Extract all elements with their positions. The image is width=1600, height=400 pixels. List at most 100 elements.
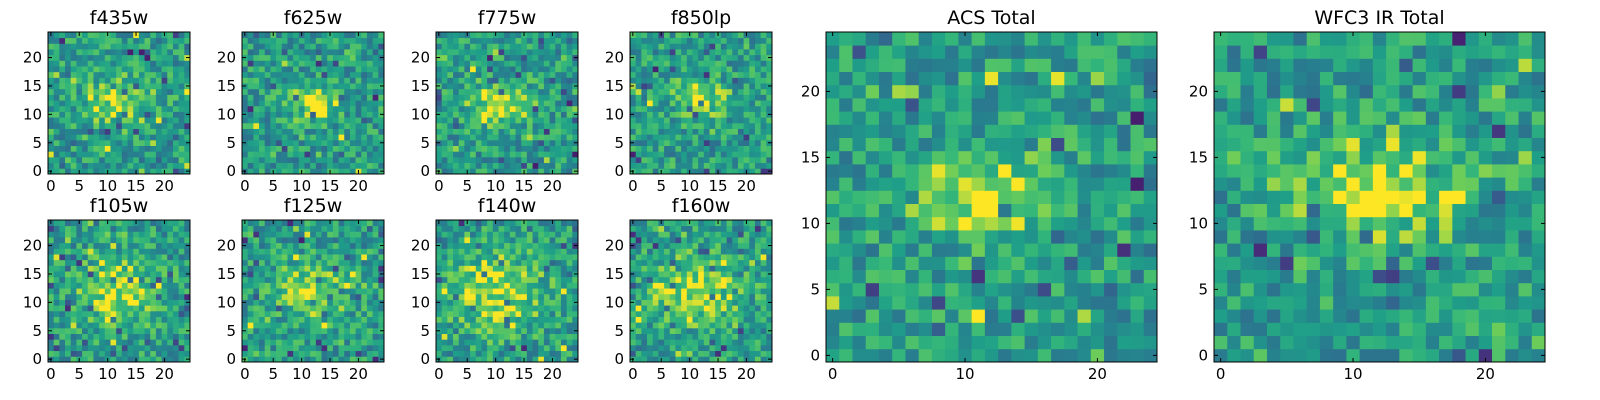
heatmap-cell: [737, 350, 744, 357]
heatmap-cell: [492, 299, 499, 306]
heatmap-cell: [492, 237, 499, 244]
heatmap-cell: [172, 231, 180, 238]
heatmap-cell: [630, 310, 637, 317]
heatmap-cell: [315, 356, 322, 363]
heatmap-cell: [116, 242, 123, 249]
heatmap-cell: [526, 60, 533, 67]
heatmap-cell: [172, 49, 180, 56]
heatmap-cell: [172, 66, 180, 73]
heatmap-cell: [766, 344, 773, 352]
heatmap-cell: [658, 134, 665, 141]
heatmap-cell: [509, 259, 516, 266]
x-tick-label: 10: [680, 177, 699, 195]
heatmap-cell: [686, 60, 693, 67]
heatmap-cell: [754, 145, 762, 152]
heatmap-cell: [264, 316, 271, 323]
heatmap-cell: [315, 225, 322, 232]
heatmap-cell: [349, 32, 356, 39]
heatmap-cell: [543, 322, 550, 329]
heatmap-cell: [378, 145, 385, 152]
heatmap-cell: [560, 271, 568, 278]
heatmap-cell: [247, 77, 254, 84]
heatmap-cell: [104, 111, 111, 118]
heatmap-cell: [304, 37, 311, 44]
heatmap-cell: [144, 77, 151, 84]
heatmap-cell: [366, 225, 374, 232]
heatmap-cell: [560, 344, 568, 352]
heatmap-cell: [315, 282, 322, 289]
heatmap-cell: [82, 271, 89, 278]
heatmap-cell: [327, 333, 334, 340]
heatmap-cell: [304, 60, 311, 67]
heatmap-cell: [681, 350, 688, 357]
heatmap-cell: [110, 316, 117, 323]
heatmap-cell: [498, 94, 505, 101]
heatmap-cell: [247, 254, 254, 261]
heatmap-cell: [366, 105, 374, 112]
heatmap-cell: [172, 43, 180, 50]
heatmap-cell: [641, 288, 648, 295]
heatmap-cell: [59, 60, 66, 67]
heatmap-cell: [65, 254, 72, 261]
heatmap-cell: [692, 134, 699, 141]
heatmap-cell: [76, 344, 83, 352]
heatmap-cell: [242, 288, 249, 295]
heatmap-cell: [344, 37, 351, 44]
heatmap-cell: [549, 237, 556, 244]
heatmap-cell: [293, 265, 300, 272]
heatmap-cell: [349, 111, 356, 118]
heatmap-cell: [144, 54, 151, 61]
heatmap-cell: [475, 134, 482, 141]
heatmap-cell: [515, 43, 522, 50]
heatmap-cell: [726, 327, 733, 334]
heatmap-cell: [509, 327, 516, 334]
heatmap-cell: [726, 350, 733, 357]
heatmap-cell: [53, 259, 60, 266]
heatmap-cell: [281, 271, 288, 278]
heatmap-cell: [133, 145, 140, 152]
heatmap-cell: [287, 333, 294, 340]
heatmap-cell: [82, 111, 89, 118]
heatmap-cell: [572, 162, 579, 169]
heatmap-cell: [327, 71, 334, 78]
heatmap-cell: [281, 299, 288, 306]
heatmap-cell: [726, 356, 733, 363]
heatmap-cell: [293, 105, 300, 112]
heatmap-cell: [641, 356, 648, 363]
heatmap-cell: [361, 350, 368, 357]
heatmap-cell: [498, 156, 505, 164]
heatmap-cell: [361, 134, 368, 141]
heatmap-cell: [366, 168, 374, 175]
heatmap-cell: [726, 88, 733, 95]
heatmap-cell: [93, 32, 100, 39]
heatmap-cell: [509, 105, 516, 112]
heatmap-cell: [521, 162, 528, 169]
heatmap-cell: [155, 66, 162, 73]
heatmap-cell: [338, 145, 345, 152]
heatmap-cell: [515, 168, 522, 175]
heatmap-cell: [178, 94, 185, 101]
heatmap-cell: [332, 128, 339, 135]
heatmap-cell: [560, 32, 568, 39]
heatmap-cell: [82, 322, 89, 329]
heatmap-cell: [104, 316, 111, 323]
heatmap-cell: [355, 83, 362, 90]
heatmap-cell: [127, 254, 134, 261]
heatmap-cell: [144, 237, 151, 244]
heatmap-cell: [681, 117, 688, 124]
heatmap-cell: [703, 316, 710, 323]
heatmap-cell: [760, 111, 767, 118]
heatmap-cell: [76, 139, 83, 146]
heatmap-cell: [647, 139, 654, 146]
heatmap-cell: [754, 151, 762, 158]
heatmap-cell: [526, 100, 533, 107]
heatmap-cell: [715, 111, 722, 118]
heatmap-cell: [726, 299, 733, 306]
heatmap-cell: [121, 128, 128, 135]
heatmap-cell: [93, 162, 100, 169]
heatmap-cell: [310, 220, 317, 227]
heatmap-cell: [458, 77, 465, 84]
heatmap-cell: [133, 94, 140, 101]
heatmap-cell: [87, 327, 94, 334]
heatmap-cell: [259, 77, 266, 84]
